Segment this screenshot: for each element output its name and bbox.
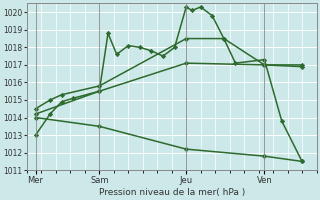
X-axis label: Pression niveau de la mer( hPa ): Pression niveau de la mer( hPa ) (99, 188, 245, 197)
